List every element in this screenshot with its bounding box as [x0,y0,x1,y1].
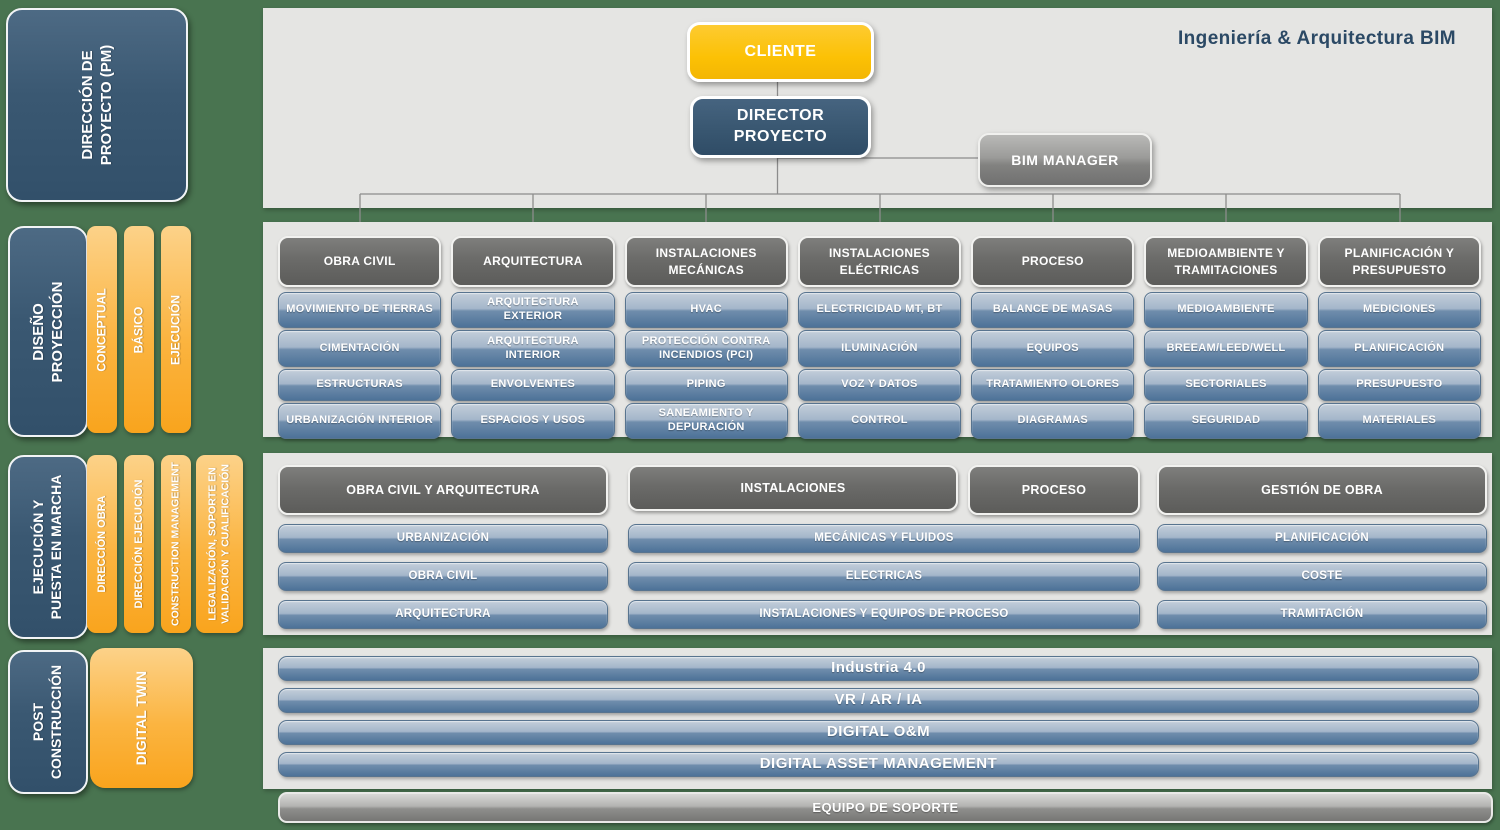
column-header: ARQUITECTURA [451,236,615,287]
design-item: PLANIFICACIÓN [1317,330,1481,367]
design-column-inst-mecanicas: INSTALACIONES MECÁNICAS HVAC PROTECCIÓN … [624,236,788,439]
post-bar: Industria 4.0 [278,656,1479,681]
design-item: EQUIPOS [971,330,1135,367]
sidebar-design-box: DISEÑO PROYECCIÓN [8,226,88,437]
phase-bar-construction-management: CONSTRUCTION MANAGEMENT [161,455,191,633]
column-header: INSTALACIONES ELÉCTRICAS [797,236,962,287]
project-director-box: DIRECTOR PROYECTO [690,96,871,158]
design-column-planificacion: PLANIFICACIÓN Y PRESUPUESTO MEDICIONES P… [1317,236,1481,439]
design-item: PRESUPUESTO [1317,369,1481,401]
design-item: CONTROL [797,403,962,439]
exec-group-instalaciones: INSTALACIONES PROCESO MECÁNICAS Y FLUIDO… [628,465,1140,629]
bim-manager-box: BIM MANAGER [978,133,1152,187]
phase-bar-digital-twin: DIGITAL TWIN [90,648,193,788]
design-item: PROTECCIÓN CONTRA INCENDIOS (PCI) [624,330,788,367]
exec-item: OBRA CIVIL [278,562,608,591]
design-columns: OBRA CIVIL MOVIMIENTO DE TIERRAS CIMENTA… [278,236,1481,439]
design-panel: OBRA CIVIL MOVIMIENTO DE TIERRAS CIMENTA… [263,222,1492,439]
design-item: CIMENTACIÓN [278,330,442,367]
phase-bar-basico: BÁSICO [124,226,154,433]
phase-bar-legalizacion: LEGALIZACIÓN, SOPORTE EN VALIDACIÓN Y CU… [196,455,243,633]
column-header: PLANIFICACIÓN Y PRESUPUESTO [1317,236,1481,287]
exec-item: PLANIFICACIÓN [1157,524,1487,553]
design-item: MOVIMIENTO DE TIERRAS [278,292,442,328]
design-item: PIPING [624,369,788,401]
exec-item: ARQUITECTURA [278,600,608,629]
design-item: SECTORIALES [1144,369,1308,401]
sidebar-post-box: POST CONSTRUCCIÓN [8,650,88,794]
phase-bar-direccion-ejecucion: DIRECCIÓN EJECUCIÓN [124,455,154,633]
design-item: MATERIALES [1317,403,1481,439]
group-header: INSTALACIONES [628,465,958,511]
exec-item: TRAMITACIÓN [1157,600,1487,629]
design-item: MEDIOAMBIENTE [1144,292,1308,328]
design-item: VOZ Y DATOS [797,369,962,401]
column-header: OBRA CIVIL [278,236,442,287]
org-panel: Ingeniería & Arquitectura BIM [263,8,1492,208]
post-construction-bars: Industria 4.0 VR / AR / IA DIGITAL O&M D… [278,656,1479,777]
group-header: PROCESO [968,465,1140,515]
execution-panel: OBRA CIVIL Y ARQUITECTURA URBANIZACIÓN O… [263,453,1492,635]
phase-bar-conceptual: CONCEPTUAL [87,226,117,433]
client-box: CLIENTE [687,22,874,82]
sidebar-pm-box: DIRECCIÓN DE PROYECTO (PM) [6,8,188,202]
post-bar: DIGITAL O&M [278,720,1479,745]
design-item: TRATAMIENTO OLORES [971,369,1135,401]
design-item: URBANIZACIÓN INTERIOR [278,403,442,439]
phase-bar-ejecucion: EJECUCIÓN [161,226,191,433]
design-column-medioambiente: MEDIOAMBIENTE Y TRAMITACIONES MEDIOAMBIE… [1144,236,1308,439]
exec-item: URBANIZACIÓN [278,524,608,553]
exec-group-obra-civil: OBRA CIVIL Y ARQUITECTURA URBANIZACIÓN O… [278,465,608,629]
exec-item: INSTALACIONES Y EQUIPOS DE PROCESO [628,600,1140,629]
design-item: MEDICIONES [1317,292,1481,328]
design-item: HVAC [624,292,788,328]
design-column-proceso: PROCESO BALANCE DE MASAS EQUIPOS TRATAMI… [971,236,1135,439]
design-item: ESTRUCTURAS [278,369,442,401]
group-header: GESTIÓN DE OBRA [1157,465,1487,515]
post-bar: DIGITAL ASSET MANAGEMENT [278,752,1479,777]
post-construction-panel: Industria 4.0 VR / AR / IA DIGITAL O&M D… [263,648,1492,789]
design-item: ESPACIOS Y USOS [451,403,615,439]
design-item: ENVOLVENTES [451,369,615,401]
support-team-bar: EQUIPO DE SOPORTE [278,792,1493,823]
design-item: ELECTRICIDAD MT, BT [797,292,962,328]
design-item: ILUMINACIÓN [797,330,962,367]
exec-group-gestion-obra: GESTIÓN DE OBRA PLANIFICACIÓN COSTE TRAM… [1157,465,1487,629]
exec-item: COSTE [1157,562,1487,591]
group-header: OBRA CIVIL Y ARQUITECTURA [278,465,608,515]
design-column-inst-electricas: INSTALACIONES ELÉCTRICAS ELECTRICIDAD MT… [797,236,962,439]
column-header: INSTALACIONES MECÁNICAS [624,236,788,287]
design-column-arquitectura: ARQUITECTURA ARQUITECTURA EXTERIOR ARQUI… [451,236,615,439]
design-item: DIAGRAMAS [971,403,1135,439]
design-item: ARQUITECTURA EXTERIOR [451,292,615,328]
exec-item: MECÁNICAS Y FLUIDOS [628,524,1140,553]
exec-item: ELECTRICAS [628,562,1140,591]
phase-bar-direccion-obra: DIRECCIÓN OBRA [87,455,117,633]
column-header: PROCESO [971,236,1135,287]
design-item: SANEAMIENTO Y DEPURACIÓN [624,403,788,439]
design-item: SEGURIDAD [1144,403,1308,439]
design-item: BREEAM/LEED/WELL [1144,330,1308,367]
design-item: BALANCE DE MASAS [971,292,1135,328]
design-item: ARQUITECTURA INTERIOR [451,330,615,367]
post-bar: VR / AR / IA [278,688,1479,713]
page-title: Ingeniería & Arquitectura BIM [1178,28,1456,49]
sidebar-execution-box: EJECUCIÓN Y PUESTA EN MARCHA [8,455,88,639]
design-column-obra-civil: OBRA CIVIL MOVIMIENTO DE TIERRAS CIMENTA… [278,236,442,439]
column-header: MEDIOAMBIENTE Y TRAMITACIONES [1144,236,1308,287]
